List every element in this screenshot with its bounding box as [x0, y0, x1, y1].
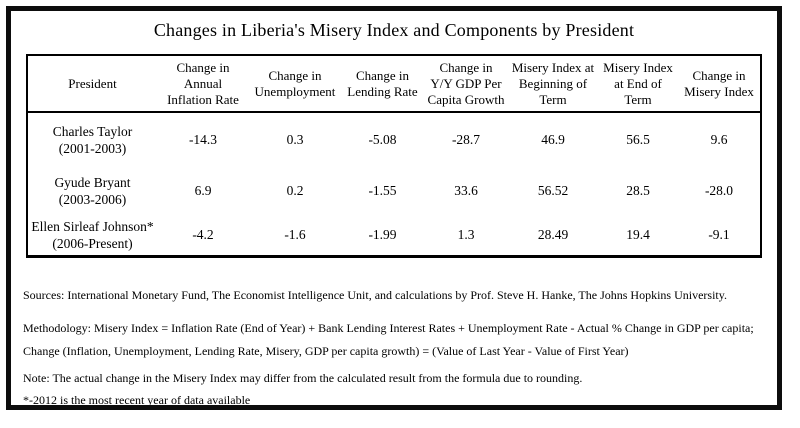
president-cell: Ellen Sirleaf Johnson* (2006-Present): [27, 216, 157, 256]
methodology-note-line2: Change (Inflation, Unemployment, Lending…: [23, 343, 629, 358]
column-header-misery-begin: Misery Index at Beginning of Term: [508, 55, 598, 113]
footnotes-section: Sources: International Monetary Fund, Th…: [23, 287, 777, 407]
value-cell: 56.52: [537, 183, 569, 198]
value-cell: -9.1: [708, 227, 730, 243]
value-cell: -28.7: [451, 131, 481, 147]
value-cell: 46.9: [541, 131, 565, 147]
value-cell: 19.4: [626, 227, 650, 243]
column-header-misery-end: Misery Index at End of Term: [598, 55, 678, 113]
document-frame: Changes in Liberia's Misery Index and Co…: [6, 6, 782, 410]
value-cell: -1.55: [368, 183, 397, 198]
president-name: Gyude Bryant: [54, 175, 131, 190]
president-name: Ellen Sirleaf Johnson*: [31, 219, 154, 235]
sources-note: Sources: International Monetary Fund, Th…: [23, 287, 727, 302]
president-cell: Charles Taylor (2001-2003): [27, 112, 157, 166]
value-cell: 0.3: [286, 131, 304, 147]
value-cell: -1.99: [368, 227, 397, 243]
table-header-row: President Change in Annual Inflation Rat…: [27, 55, 761, 113]
rounding-note: Note: The actual change in the Misery In…: [23, 370, 583, 385]
value-cell: 28.49: [537, 227, 569, 243]
president-term: (2003-2006): [58, 192, 127, 207]
value-cell: 28.5: [626, 183, 650, 198]
column-header-unemployment-change: Change in Unemployment: [249, 55, 341, 113]
value-cell: -5.08: [368, 131, 397, 147]
table-row-charles-taylor: Charles Taylor (2001-2003) -14.3 0.3 -5.…: [27, 112, 761, 166]
column-header-gdp-growth-change: Change in Y/Y GDP Per Capita Growth: [424, 55, 508, 113]
president-term: (2001-2003): [58, 140, 127, 156]
column-header-misery-change: Change in Misery Index: [678, 55, 761, 113]
value-cell: 6.9: [194, 183, 212, 198]
column-header-lending-rate-change: Change in Lending Rate: [341, 55, 424, 113]
value-cell: -4.2: [192, 227, 214, 243]
methodology-note-line1: Methodology: Misery Index = Inflation Ra…: [23, 320, 754, 335]
president-name: Charles Taylor: [52, 123, 133, 139]
value-cell: -14.3: [188, 131, 218, 147]
value-cell: 0.2: [286, 183, 304, 198]
value-cell: -28.0: [704, 183, 734, 198]
page-title: Changes in Liberia's Misery Index and Co…: [153, 20, 635, 40]
table-row-ellen-sirleaf-johnson: Ellen Sirleaf Johnson* (2006-Present) -4…: [27, 216, 761, 256]
value-cell: 9.6: [710, 131, 728, 147]
misery-index-table: President Change in Annual Inflation Rat…: [26, 54, 762, 258]
asterisk-note: *-2012 is the most recent year of data a…: [23, 392, 251, 407]
value-cell: -1.6: [284, 227, 306, 243]
president-term: (2006-Present): [52, 236, 133, 252]
value-cell: 33.6: [454, 183, 478, 198]
table-row-gyude-bryant: Gyude Bryant (2003-2006) 6.9 0.2 -1.55 3…: [27, 166, 761, 216]
president-cell: Gyude Bryant (2003-2006): [27, 166, 157, 216]
value-cell: 1.3: [457, 227, 475, 243]
value-cell: 56.5: [626, 131, 650, 147]
column-header-inflation-change: Change in Annual Inflation Rate: [157, 55, 249, 113]
column-header-president: President: [27, 55, 157, 113]
